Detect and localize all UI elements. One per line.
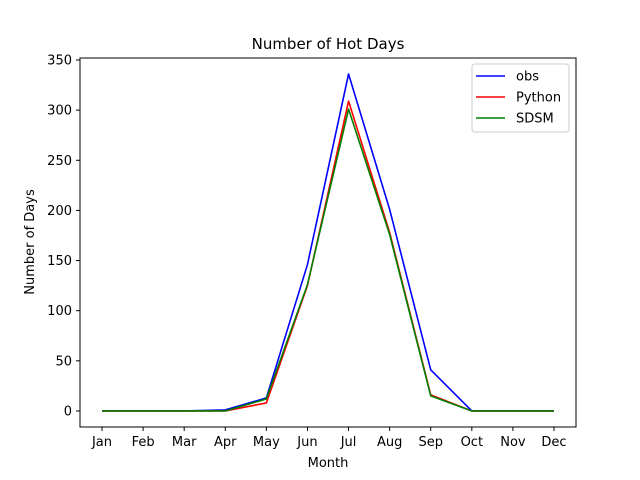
x-tick-label: Oct <box>461 435 483 450</box>
x-axis: Jan Feb Mar Apr May Jun Jul Aug Sep Oct Nov Dec <box>91 427 567 450</box>
x-axis-label: Month <box>308 456 349 471</box>
x-tick-label: Apr <box>214 435 237 450</box>
x-tick-label: Mar <box>172 435 197 450</box>
y-axis: 0 50 100 150 200 250 300 350 <box>47 54 80 419</box>
y-tick-label: 150 <box>47 254 72 269</box>
y-axis-label: Number of Days <box>23 189 38 295</box>
legend-box <box>471 63 570 133</box>
y-tick-label: 200 <box>47 204 72 219</box>
y-tick-label: 50 <box>55 354 72 369</box>
x-tick-label: Dec <box>541 435 566 450</box>
x-tick-label: Jun <box>296 435 317 450</box>
y-tick-label: 0 <box>64 404 72 419</box>
legend-label-sdsm: SDSM <box>516 112 554 127</box>
y-tick-label: 350 <box>47 54 72 69</box>
x-tick-label: Sep <box>418 435 443 450</box>
x-tick-label: Feb <box>132 435 155 450</box>
y-tick-label: 250 <box>47 154 72 169</box>
plot-frame <box>79 57 577 428</box>
y-tick-label: 100 <box>47 304 72 319</box>
x-tick-label: Aug <box>377 435 402 450</box>
x-tick-label: Jan <box>91 435 112 450</box>
series-layer <box>102 73 554 412</box>
legend: obs Python SDSM <box>471 63 570 133</box>
legend-label-obs: obs <box>516 70 539 85</box>
x-tick-label: Jul <box>340 435 357 450</box>
x-tick-label: May <box>253 435 280 450</box>
y-tick-label: 300 <box>47 104 72 119</box>
x-tick-label: Nov <box>500 435 526 450</box>
series-line-sdsm <box>102 108 554 412</box>
chart-title: Number of Hot Days <box>252 35 405 53</box>
legend-label-python: Python <box>516 91 561 106</box>
